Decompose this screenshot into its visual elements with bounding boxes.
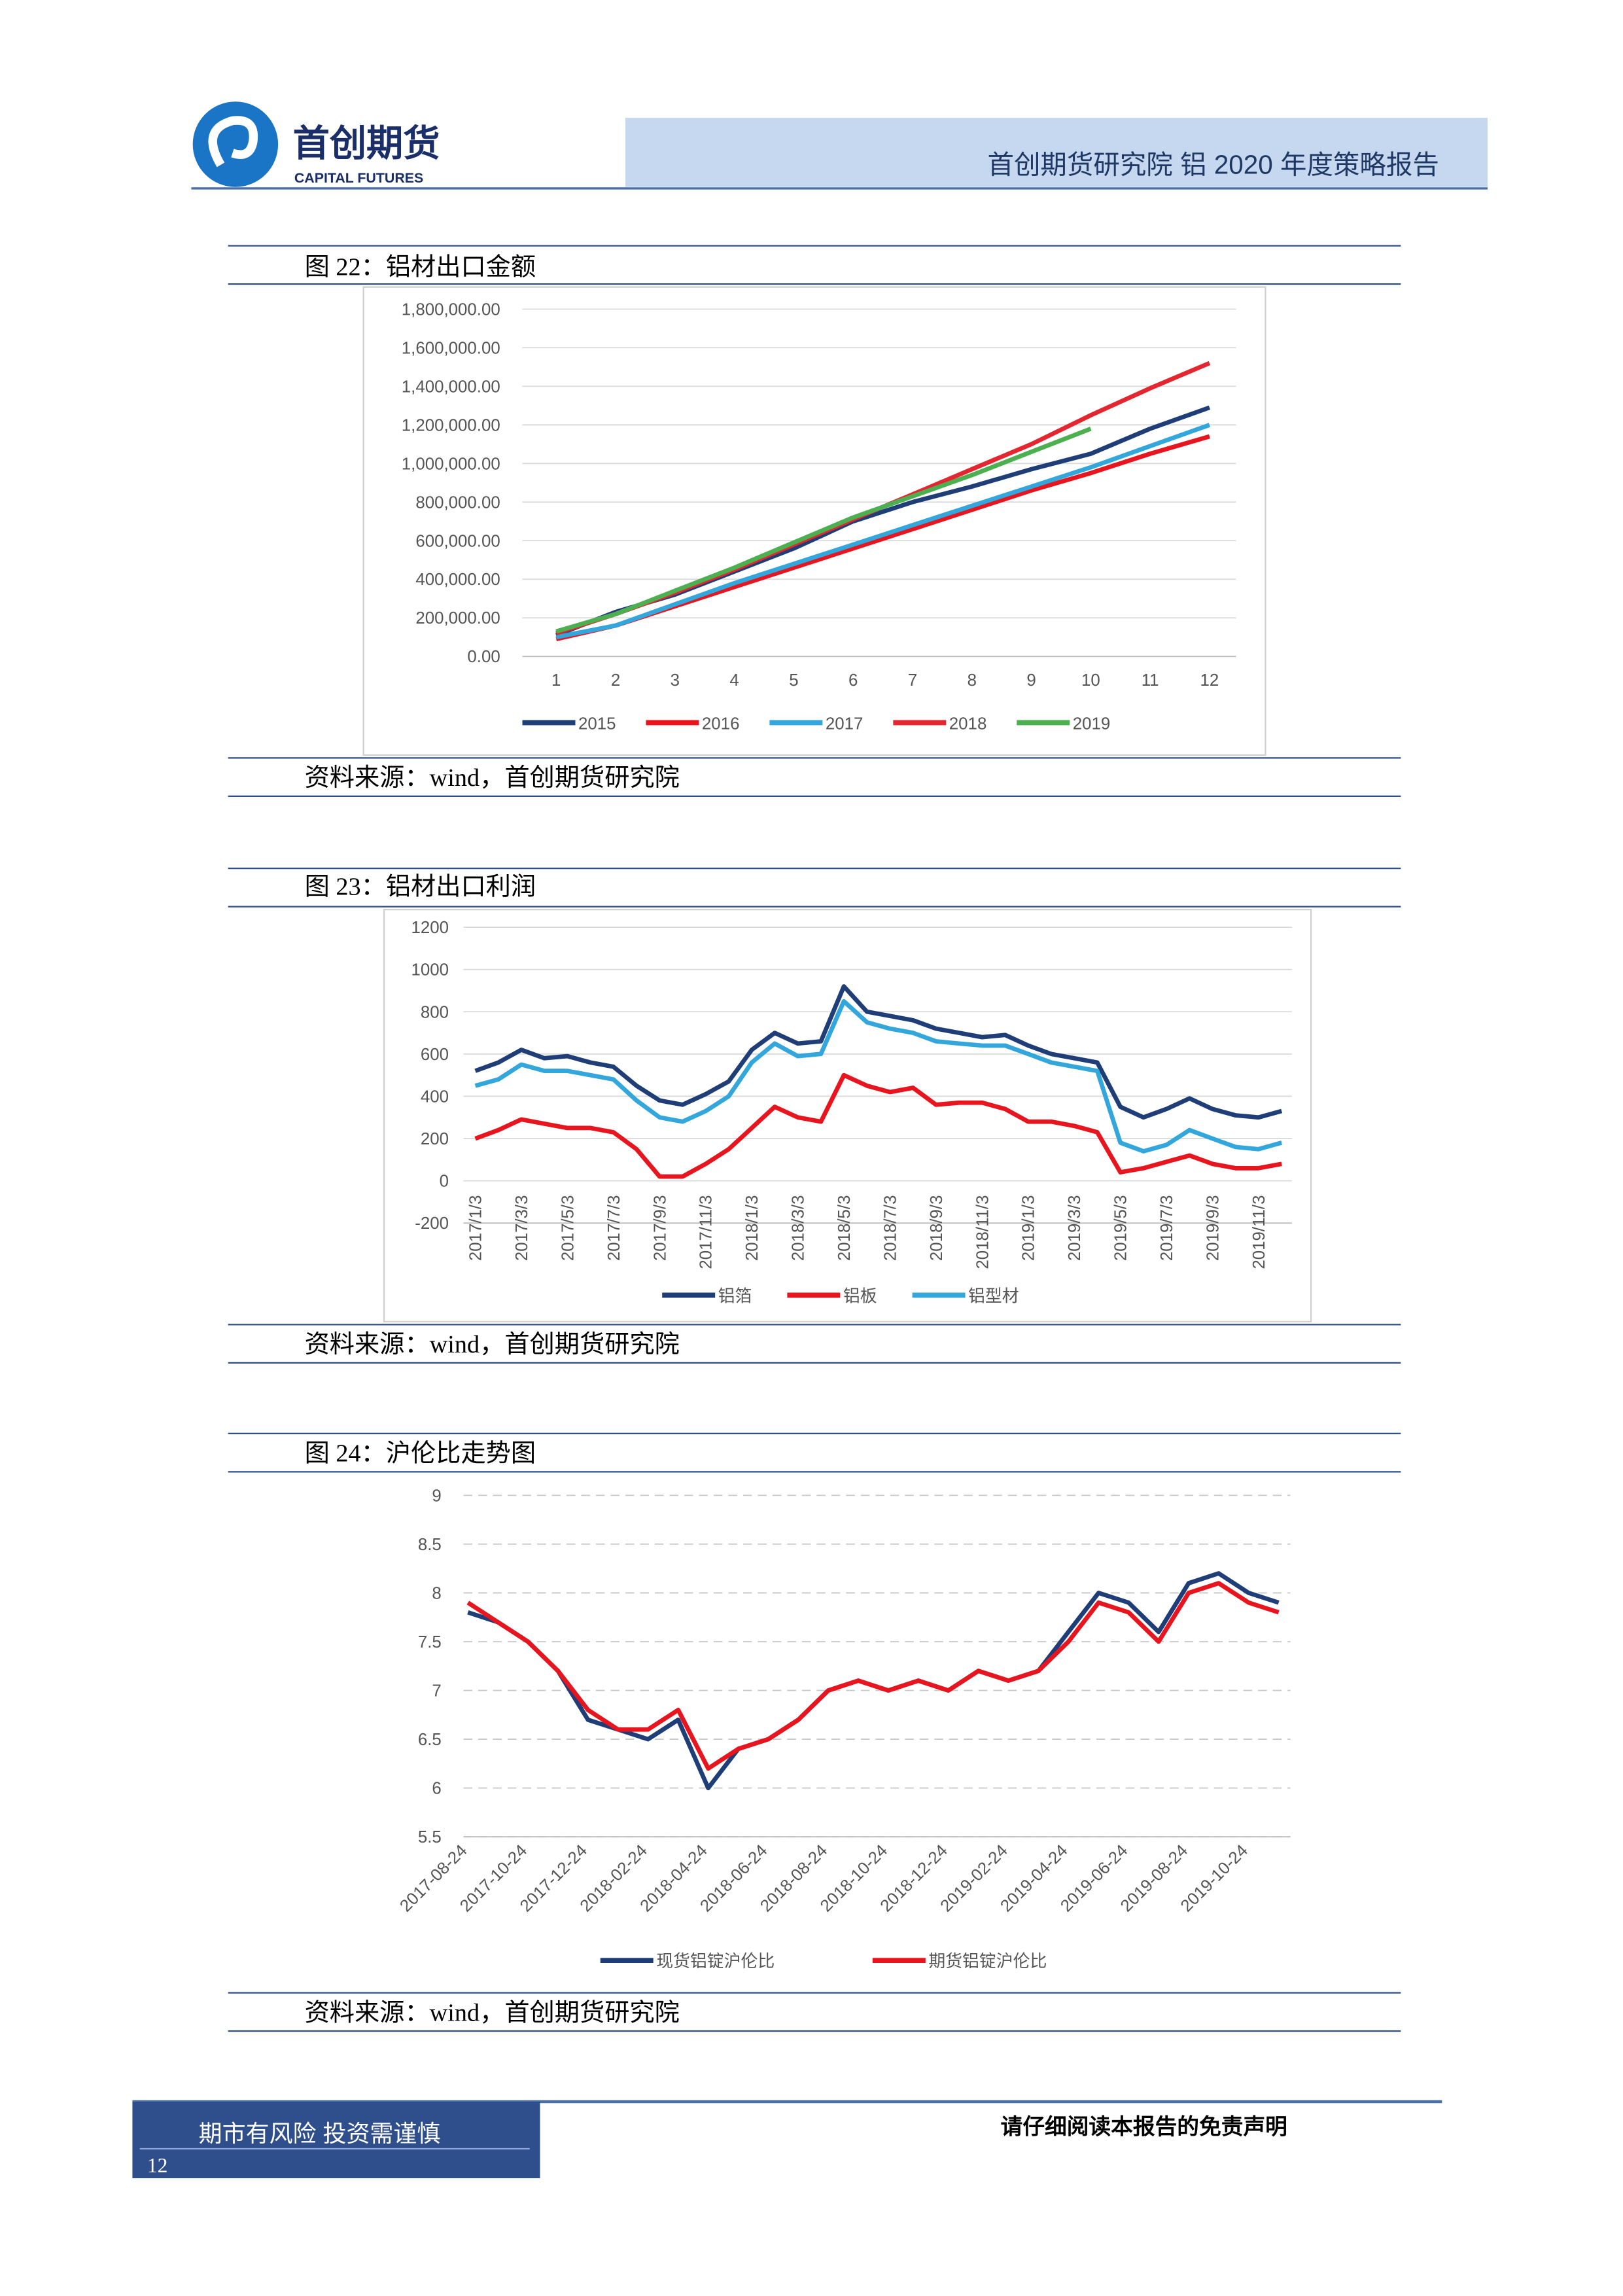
y-tick-label: 1200 (411, 919, 449, 937)
y-tick-label: 0.00 (467, 648, 500, 666)
logo-en: CAPITAL FUTURES (294, 170, 423, 186)
figure-frames (228, 245, 1401, 2032)
x-tick-label: 2018/11/3 (973, 1195, 992, 1269)
figure-caption: 图 24：沪伦比走势图 (305, 1439, 536, 1468)
y-tick-label: 200,000.00 (415, 609, 500, 627)
x-tick-label: 7 (908, 671, 917, 690)
y-tick-label: 800,000.00 (415, 493, 500, 512)
header-title: 首创期货研究院 铝 2020 年度策略报告 (988, 149, 1439, 179)
series-line (467, 1571, 1280, 1791)
y-tick-label: 1,000,000.00 (402, 455, 500, 473)
x-tick-label: 2017/7/3 (605, 1195, 623, 1261)
series-line (555, 361, 1211, 636)
x-tick-label: 1 (551, 671, 561, 690)
logo-swirl (208, 116, 258, 168)
footer-slogan: 期市有风险 投资需谨慎 (199, 2120, 441, 2147)
y-tick-label: 1,200,000.00 (402, 416, 500, 434)
x-tick-label: 11 (1142, 671, 1159, 690)
chart-box (362, 286, 1266, 756)
x-tick-label: 12 (1200, 671, 1219, 690)
x-tick-label: 10 (1081, 671, 1100, 690)
figure-source: 资料来源：wind，首创期货研究院 (305, 1998, 680, 2026)
y-tick-label: 8.5 (418, 1536, 442, 1554)
series-line (474, 984, 1283, 1120)
x-tick-label: 2018/7/3 (881, 1195, 899, 1261)
x-tick-label: 2019/11/3 (1250, 1195, 1268, 1269)
y-tick-label: 5.5 (418, 1828, 442, 1846)
legend-label: 2017 (826, 715, 864, 733)
x-tick-label: 5 (789, 671, 798, 690)
x-tick-label: 2017/9/3 (651, 1195, 669, 1261)
legend-label: 2019 (1073, 715, 1111, 733)
series-line (474, 1072, 1282, 1179)
x-tick-label: 2018/9/3 (928, 1195, 946, 1261)
legend-label: 2016 (702, 715, 740, 733)
y-tick-label: 1,800,000.00 (402, 300, 500, 319)
x-tick-label: 2019/9/3 (1204, 1195, 1223, 1261)
x-tick-label: 2017/1/3 (467, 1195, 485, 1261)
y-tick-label: 600 (421, 1046, 449, 1064)
legend-label: 2015 (578, 715, 616, 733)
legend-label: 铝型材 (968, 1287, 1019, 1306)
series-line (474, 998, 1283, 1154)
y-tick-label: 200 (421, 1130, 449, 1148)
y-tick-label: 400,000.00 (415, 571, 500, 589)
series-line (555, 434, 1210, 641)
legend-label: 期货铝锭沪伦比 (928, 1952, 1047, 1971)
legend-label: 现货铝锭沪伦比 (656, 1952, 775, 1971)
y-tick-label: 9 (432, 1487, 441, 1505)
legend-label: 铝板 (843, 1287, 877, 1306)
header-band (625, 117, 1488, 187)
x-tick-label: 2019/1/3 (1020, 1195, 1038, 1261)
x-tick-label: 2017/3/3 (513, 1195, 531, 1261)
y-tick-label: 7.5 (418, 1633, 442, 1651)
y-tick-label: 6 (432, 1780, 441, 1798)
y-tick-label: 1000 (411, 961, 449, 980)
y-tick-label: 800 (421, 1003, 449, 1021)
x-tick-label: 8 (968, 671, 977, 690)
x-tick-label: 2017/11/3 (697, 1195, 716, 1269)
figure-caption: 图 22：铝材出口金额 (305, 253, 536, 281)
x-tick-label: 2017/5/3 (559, 1195, 577, 1261)
legend-label: 2018 (949, 715, 987, 733)
series-line (555, 423, 1211, 640)
logo-mark (192, 101, 279, 187)
y-tick-label: -200 (415, 1214, 449, 1233)
y-tick-label: 600,000.00 (415, 532, 500, 550)
series-line (555, 427, 1092, 634)
x-tick-label: 3 (671, 671, 680, 690)
legend-label: 铝箔 (718, 1287, 752, 1306)
x-tick-label: 4 (729, 671, 739, 690)
y-tick-label: 0 (440, 1173, 449, 1191)
x-tick-label: 2019/5/3 (1112, 1195, 1130, 1261)
footer-disclaimer: 请仔细阅读本报告的免责声明 (1001, 2115, 1287, 2140)
y-tick-label: 7 (432, 1682, 441, 1701)
y-tick-label: 1,400,000.00 (402, 378, 500, 396)
figure-source: 资料来源：wind，首创期货研究院 (305, 1330, 680, 1358)
chart-box (383, 908, 1312, 1323)
x-tick-label: 2018/5/3 (835, 1195, 854, 1261)
x-tick-label: 6 (848, 671, 858, 690)
y-tick-label: 8 (432, 1584, 441, 1602)
x-tick-label: 2018/1/3 (743, 1195, 761, 1261)
series-line (466, 1581, 1280, 1771)
y-tick-label: 6.5 (418, 1731, 442, 1749)
y-tick-label: 1,600,000.00 (402, 339, 500, 357)
y-tick-label: 400 (421, 1087, 449, 1106)
x-tick-label: 2019/7/3 (1158, 1195, 1176, 1261)
footer-band (132, 2102, 540, 2179)
x-tick-label: 2 (611, 671, 620, 690)
logo-cn: 首创期货 (293, 122, 440, 164)
figure-source: 资料来源：wind，首创期货研究院 (305, 764, 680, 792)
x-tick-label: 9 (1026, 671, 1036, 690)
x-tick-label: 2019/3/3 (1066, 1195, 1084, 1261)
figure-caption: 图 23：铝材出口利润 (305, 874, 536, 901)
x-tick-label: 2018/3/3 (790, 1195, 808, 1261)
page-number: 12 (147, 2154, 167, 2177)
